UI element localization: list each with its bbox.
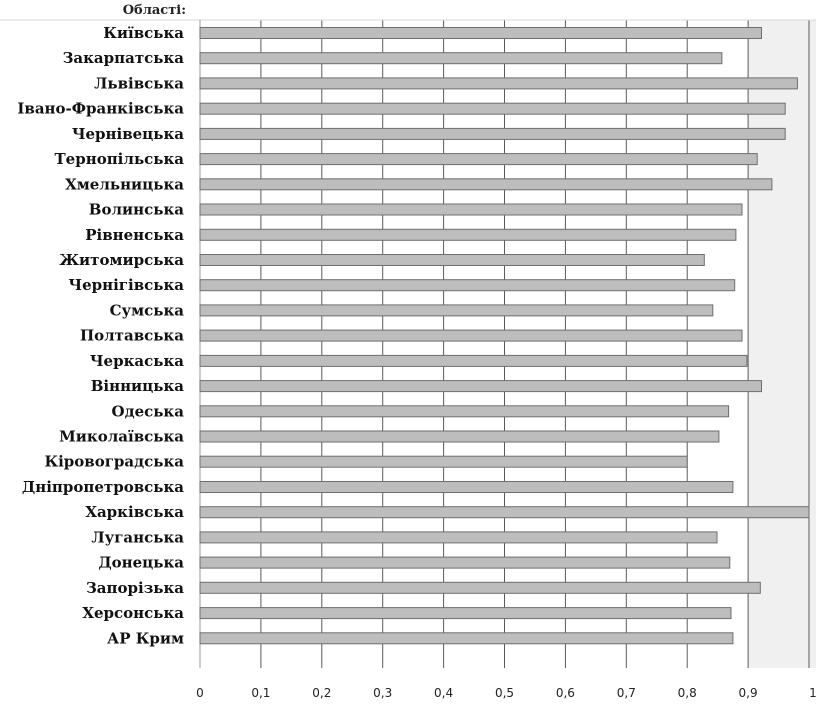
category-label: Донецька: [98, 554, 184, 572]
bar: [199, 581, 761, 594]
bar: [199, 556, 731, 569]
category-label: Кіровоградська: [44, 453, 184, 471]
x-tick-label: 0,6: [556, 686, 575, 700]
category-label: Івано-Франківська: [17, 100, 184, 118]
bars: [199, 27, 810, 645]
x-tick-label: 0,8: [678, 686, 697, 700]
bar: [199, 430, 720, 443]
x-tick-label: 0,1: [251, 686, 270, 700]
bar: [199, 380, 762, 393]
bar: [199, 77, 798, 90]
bar: [199, 279, 736, 292]
category-label: Луганська: [91, 528, 184, 546]
gridlines: [260, 20, 810, 668]
shaded-band: [748, 20, 816, 668]
category-header: Області:: [123, 3, 186, 18]
bar: [199, 304, 714, 317]
bar: [199, 607, 732, 620]
x-tick-label: 0,2: [312, 686, 331, 700]
bar: [199, 405, 730, 418]
bar: [199, 102, 786, 115]
bar: [199, 481, 734, 493]
bar: [199, 506, 810, 519]
bar: [199, 52, 723, 65]
x-tick-label: 0,3: [373, 686, 392, 700]
category-label: Вінницька: [91, 377, 185, 395]
category-label: Полтавська: [80, 327, 184, 345]
category-label: Харківська: [85, 503, 184, 521]
category-label: Чернівецька: [72, 125, 184, 143]
category-label: Дніпропетровська: [22, 478, 184, 496]
x-tick-label: 1: [809, 686, 816, 700]
bar: [199, 455, 688, 468]
category-label: Тернопільська: [55, 150, 185, 168]
category-label: Волинська: [89, 201, 185, 219]
bar: [199, 178, 773, 191]
category-label: Київська: [103, 24, 184, 42]
x-tick-label: 0: [196, 686, 204, 700]
bar: [199, 27, 762, 39]
category-label: Чернігівська: [68, 276, 184, 294]
bar: [199, 203, 743, 216]
category-label: Одеська: [112, 402, 185, 420]
category-label: Черкаська: [90, 352, 184, 370]
category-label: Сумська: [110, 301, 185, 319]
x-tick-label: 0,4: [434, 686, 453, 700]
bar: [199, 254, 705, 266]
x-tick-label: 0,5: [495, 686, 514, 700]
category-label: Миколаївська: [59, 428, 184, 446]
x-tick-labels: 0 0,1 0,2 0,3 0,4 0,5 0,6 0,7 0,8 0,9 1: [196, 686, 816, 700]
bar: [199, 127, 786, 140]
bar: [199, 153, 758, 166]
category-label: Хмельницька: [65, 175, 184, 193]
bar: [199, 632, 734, 645]
category-labels: Київська Закарпатська Львівська Івано-Франк…: [17, 24, 184, 647]
category-label: АР Крим: [107, 629, 184, 647]
category-label: Житомирська: [59, 251, 184, 269]
category-label: Запорізька: [86, 579, 184, 597]
bar: [199, 531, 718, 544]
category-label: Закарпатська: [63, 49, 185, 67]
bar: [199, 228, 737, 241]
bar: [199, 329, 743, 342]
category-label: Херсонська: [82, 604, 184, 622]
x-tick-label: 0,7: [617, 686, 636, 700]
bar: [199, 354, 748, 367]
category-label: Рівненська: [85, 226, 184, 244]
category-label: Львівська: [94, 74, 184, 92]
x-tick-label: 0,9: [739, 686, 758, 700]
